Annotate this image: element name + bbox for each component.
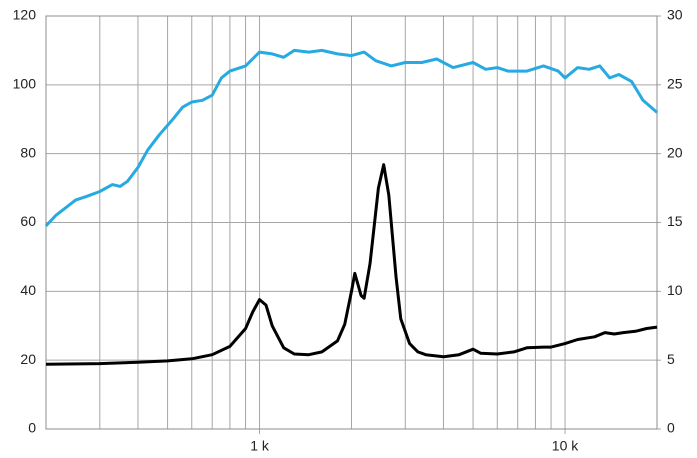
- y2-tick-label: 20: [667, 144, 683, 160]
- y-tick-label: 120: [13, 7, 37, 23]
- x-tick-label: 10 k: [552, 438, 579, 454]
- y2-tick-label: 25: [667, 76, 683, 92]
- series-line: [44, 48, 658, 227]
- y-tick-label: 0: [28, 420, 36, 436]
- plot-frame: [45, 15, 658, 430]
- y-tick-label: 80: [20, 144, 36, 160]
- y2-tick-label: 5: [667, 351, 675, 367]
- y2-tick-label: 30: [667, 7, 683, 23]
- x-tick-label: 1 k: [250, 438, 270, 454]
- y2-tick-label: 15: [667, 213, 683, 229]
- series-line: [45, 163, 658, 366]
- y-tick-label: 40: [20, 282, 36, 298]
- y-tick-label: 100: [13, 76, 37, 92]
- y2-tick-label: 0: [667, 420, 675, 436]
- y-tick-label: 20: [20, 351, 36, 367]
- y-tick-label: 60: [20, 213, 36, 229]
- y2-tick-label: 10: [667, 282, 683, 298]
